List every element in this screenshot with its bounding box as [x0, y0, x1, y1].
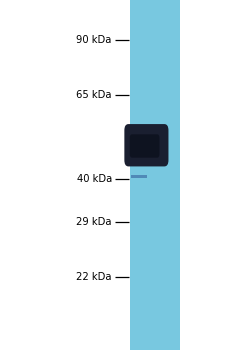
FancyBboxPatch shape [124, 124, 169, 167]
Text: 90 kDa: 90 kDa [76, 35, 112, 45]
Text: 29 kDa: 29 kDa [76, 217, 112, 227]
FancyBboxPatch shape [130, 134, 160, 158]
Text: 65 kDa: 65 kDa [76, 90, 112, 99]
Bar [131, 175, 147, 178]
Text: 22 kDa: 22 kDa [76, 272, 112, 281]
Bar [130, 0, 180, 350]
Text: 40 kDa: 40 kDa [76, 174, 112, 183]
